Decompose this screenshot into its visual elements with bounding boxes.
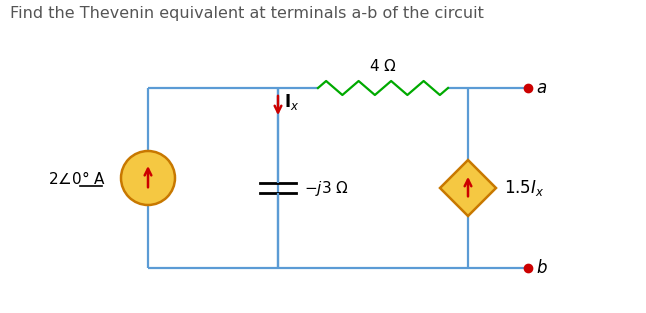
Text: 4 $\Omega$: 4 $\Omega$: [369, 58, 397, 74]
Circle shape: [121, 151, 175, 205]
Text: 2$\angle$0° A: 2$\angle$0° A: [48, 170, 106, 187]
Text: $\mathbf{I}_x$: $\mathbf{I}_x$: [284, 93, 299, 112]
Text: 1.5$I_x$: 1.5$I_x$: [504, 178, 545, 198]
Text: Find the Thevenin equivalent at terminals a-b of the circuit: Find the Thevenin equivalent at terminal…: [10, 6, 484, 21]
Text: b: b: [536, 259, 547, 277]
Polygon shape: [440, 160, 496, 216]
Text: a: a: [536, 79, 547, 97]
Text: $-j3\ \Omega$: $-j3\ \Omega$: [304, 178, 349, 198]
